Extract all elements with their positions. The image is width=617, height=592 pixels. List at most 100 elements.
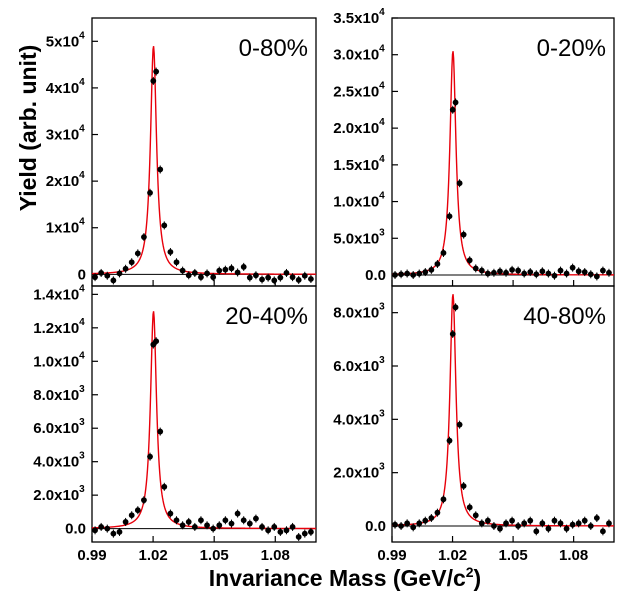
data-point	[515, 523, 522, 529]
data-point	[460, 231, 467, 238]
data-point	[222, 266, 229, 273]
data-point	[581, 269, 588, 275]
data-point	[456, 180, 463, 187]
data-point	[575, 520, 582, 527]
data-point	[404, 520, 411, 527]
data-point	[440, 250, 447, 256]
data-point	[593, 515, 600, 521]
data-point	[497, 268, 503, 275]
data-point	[216, 267, 223, 274]
data-point	[228, 265, 235, 272]
y-tick-label: 2.0x103	[333, 462, 386, 482]
data-point	[122, 265, 129, 272]
data-point	[478, 267, 485, 274]
x-tick-label: 0.99	[377, 547, 406, 564]
data-point	[569, 521, 576, 528]
data-point	[179, 267, 186, 274]
data-point	[557, 267, 564, 274]
data-point	[497, 525, 503, 532]
fit-curve	[391, 294, 614, 527]
x-tick-label: 1.02	[138, 547, 167, 564]
data-point	[167, 249, 174, 255]
data-point	[533, 528, 540, 535]
data-point	[551, 517, 558, 524]
panel-3: 0.0 2.0x103 4.0x103 6.0x103 8.0x103 1.0x1…	[33, 283, 317, 564]
data-point	[265, 274, 272, 281]
data-point	[545, 270, 552, 277]
data-point	[422, 269, 429, 275]
data-point	[452, 99, 459, 106]
panel-4: 0.0 2.0x103 4.0x103 6.0x103 8.0x103 0.99 1…	[333, 285, 615, 564]
panels: 0 1x104 2x104 3x104 4x104 5x104 0-80% 0.0 5…	[33, 7, 615, 564]
data-point	[191, 524, 198, 530]
data-point	[509, 266, 515, 273]
centrality-label: 0-20%	[537, 35, 606, 62]
data-point	[198, 274, 204, 281]
fit-curve	[91, 46, 316, 275]
data-point	[147, 453, 153, 460]
data-point	[153, 68, 160, 75]
y-tick-label: 2.5x104	[333, 80, 386, 100]
data-point	[271, 524, 278, 530]
data-point	[185, 519, 192, 525]
data-point	[134, 250, 141, 257]
data-point	[198, 517, 204, 524]
plot-frame	[391, 285, 615, 543]
data-point	[410, 272, 417, 278]
data-point	[446, 213, 453, 220]
x-axis-title: Invariance Mass (GeV/c2)	[209, 564, 481, 591]
y-tick-label: 3.5x104	[333, 7, 386, 27]
data-point	[600, 528, 606, 535]
x-tick-label: 1.05	[200, 547, 229, 564]
data-point	[563, 270, 570, 277]
data-point	[434, 509, 441, 516]
data-point	[308, 276, 314, 282]
data-point	[428, 266, 435, 273]
data-point	[173, 259, 180, 266]
data-point	[134, 507, 141, 514]
data-point	[440, 496, 447, 503]
data-point	[515, 267, 522, 274]
data-point	[289, 274, 296, 281]
data-point	[521, 520, 528, 527]
data-point	[563, 525, 570, 532]
data-point	[240, 263, 247, 270]
data-point	[222, 517, 229, 524]
data-point	[253, 272, 259, 279]
data-point	[398, 271, 404, 278]
data-point	[466, 257, 473, 264]
data-point	[301, 272, 308, 279]
data-point	[478, 520, 485, 527]
y-tick-label: 1x104	[46, 217, 86, 237]
y-tick-label: 1.4x104	[33, 283, 86, 303]
data-point	[161, 222, 168, 229]
data-point	[533, 271, 540, 278]
y-tick-label: 0.0	[365, 518, 386, 535]
data-point	[216, 522, 223, 529]
data-point	[228, 520, 235, 527]
data-point	[153, 338, 160, 345]
y-tick-label: 6.0x103	[33, 417, 86, 437]
y-tick-label: 1.0x104	[333, 191, 386, 211]
data-point	[472, 512, 479, 519]
data-point	[234, 269, 241, 276]
data-point	[503, 520, 509, 527]
y-tick-label: 0	[78, 266, 86, 283]
data-point	[283, 527, 290, 534]
data-point	[185, 272, 192, 279]
data-point	[416, 270, 423, 277]
centrality-label: 20-40%	[225, 303, 308, 330]
data-point	[259, 276, 265, 283]
fit-curve	[91, 311, 316, 530]
data-point	[593, 273, 600, 280]
data-point	[503, 269, 509, 276]
data-point	[581, 517, 588, 524]
data-point	[521, 270, 528, 277]
data-point	[539, 520, 546, 527]
data-point	[283, 270, 290, 276]
data-point	[110, 530, 117, 537]
data-point	[246, 520, 253, 527]
data-point	[466, 504, 473, 511]
y-tick-label: 2x104	[46, 170, 86, 190]
